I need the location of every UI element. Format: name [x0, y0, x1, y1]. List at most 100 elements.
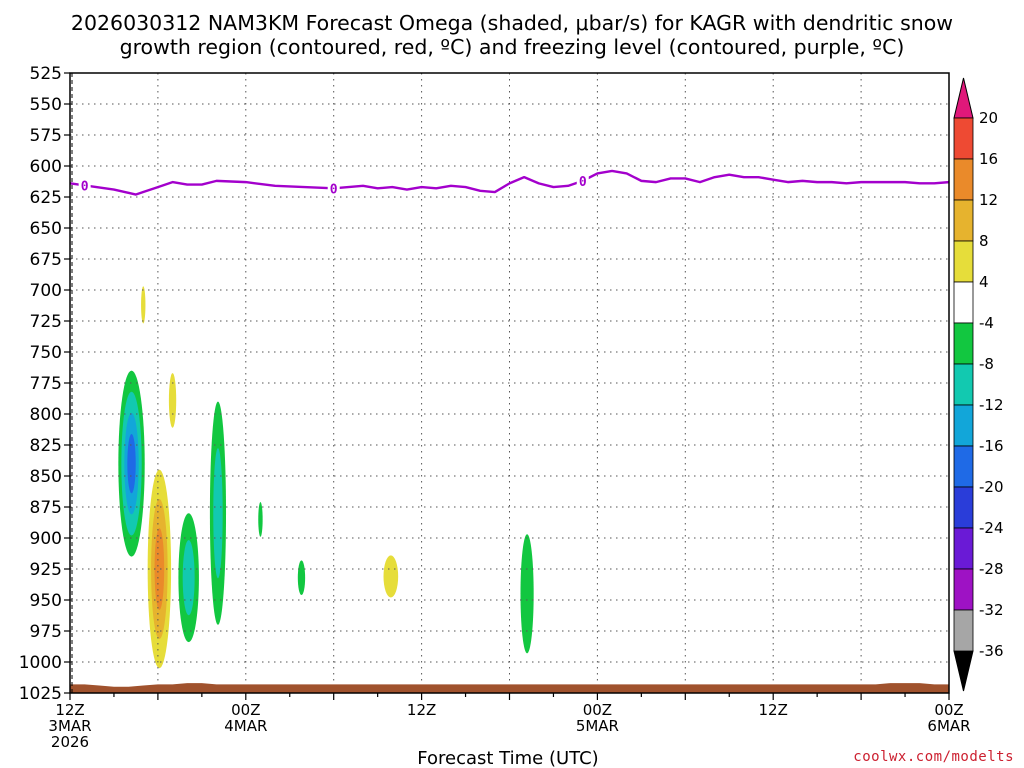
- colorbar-label: -32: [979, 601, 1004, 619]
- omega-feature-4: [209, 401, 227, 625]
- y-tick-label: 650: [30, 219, 62, 239]
- colorbar-label: 12: [979, 191, 998, 209]
- omega-contour-level: [141, 286, 146, 324]
- colorbar-bin: [953, 486, 974, 529]
- omega-contour-level: [520, 534, 534, 654]
- colorbar-label: -8: [979, 355, 994, 373]
- colorbar-label: -20: [979, 478, 1004, 496]
- freezing-level-label: 0: [330, 182, 338, 197]
- x-tick-label: 2026: [51, 733, 89, 751]
- x-tick-label: 6MAR: [927, 717, 970, 735]
- y-tick-label: 625: [30, 188, 62, 208]
- colorbar-label: 4: [979, 273, 989, 291]
- colorbar: 20 16 12 8 4 -4 -8 -12 -16 -20 -24 -28 -32 -36: [953, 77, 1004, 692]
- y-tick-label: 1025: [19, 684, 62, 704]
- omega-feature-9: [383, 555, 399, 598]
- terrain-fill: [70, 683, 949, 693]
- freezing-level-label: 0: [81, 179, 89, 194]
- freezing-level-label-bg: [576, 171, 589, 188]
- y-tick-label: 550: [30, 95, 62, 115]
- y-tick-label: 750: [30, 343, 62, 363]
- x-tick-label: 00Z: [934, 701, 963, 719]
- colorbar-label: 16: [979, 150, 998, 168]
- site-credit: coolwx.com/modelts: [853, 749, 1014, 765]
- colorbar-label: -12: [979, 396, 1004, 414]
- freezing-level-label-bg: [78, 176, 91, 193]
- y-tick-label: 525: [30, 64, 62, 84]
- omega-feature-6: [168, 373, 177, 428]
- freezing-level-layer: 0 0 0: [69, 169, 950, 197]
- plot-area: [70, 73, 949, 693]
- y-axis-ticks: 525 550 575 600 625 650 675 700 725 750 775 800 825 8…: [19, 64, 70, 704]
- colorbar-label: -16: [979, 437, 1004, 455]
- x-tick-label: 12Z: [407, 701, 436, 719]
- colorbar-bin: [953, 322, 974, 365]
- y-tick-label: 600: [30, 157, 62, 177]
- omega-feature-10: [520, 534, 534, 654]
- colorbar-bin: [953, 445, 974, 488]
- omega-contour-level: [127, 434, 136, 494]
- colorbar-label: -4: [979, 314, 994, 332]
- y-tick-label: 775: [30, 374, 62, 394]
- colorbar-bin: [953, 281, 974, 324]
- omega-contour-level: [297, 560, 306, 596]
- colorbar-label: 8: [979, 232, 989, 250]
- omega-feature-8: [297, 560, 306, 596]
- omega-feature-5: [141, 286, 146, 324]
- omega-contour-level: [383, 555, 399, 598]
- x-tick-label: 12Z: [55, 701, 84, 719]
- gridlines: [69, 72, 950, 694]
- y-tick-label: 925: [30, 560, 62, 580]
- omega-contour-level: [213, 448, 223, 579]
- y-tick-label: 675: [30, 250, 62, 270]
- y-tick-label: 725: [30, 312, 62, 332]
- omega-feature-2: [147, 469, 172, 669]
- omega-feature-7: [258, 502, 263, 537]
- x-tick-label: 00Z: [231, 701, 260, 719]
- x-tick-label: 3MAR: [48, 717, 91, 735]
- x-tick-label: 12Z: [759, 701, 788, 719]
- colorbar-bin: [953, 568, 974, 611]
- chart-title-line-2: growth region (contoured, red, ºC) and f…: [120, 35, 905, 59]
- colorbar-top-arrow: [953, 77, 974, 119]
- y-tick-label: 700: [30, 281, 62, 301]
- y-tick-label: 825: [30, 436, 62, 456]
- omega-contour-level: [258, 502, 263, 537]
- colorbar-label: -28: [979, 560, 1004, 578]
- y-tick-label: 850: [30, 467, 62, 487]
- x-axis-label: Forecast Time (UTC): [417, 748, 598, 768]
- x-tick-label: 5MAR: [576, 717, 619, 735]
- omega-shading-layer: [118, 286, 534, 669]
- colorbar-bin: [953, 158, 974, 201]
- y-tick-label: 900: [30, 529, 62, 549]
- colorbar-label: -24: [979, 519, 1004, 537]
- omega-contour-level: [154, 528, 165, 610]
- colorbar-label: 20: [979, 109, 998, 127]
- freezing-level-line: [69, 169, 950, 196]
- omega-contour-level: [168, 373, 177, 428]
- freezing-level-label-bg: [327, 179, 340, 196]
- omega-contour-level: [182, 540, 195, 616]
- colorbar-bin: [953, 363, 974, 406]
- chart-title-line-1: 2026030312 NAM3KM Forecast Omega (shaded…: [71, 11, 953, 35]
- plot-background: [70, 73, 949, 693]
- y-tick-label: 875: [30, 498, 62, 518]
- terrain-layer: [70, 683, 949, 693]
- omega-feature-3: [178, 513, 199, 643]
- colorbar-bottom-arrow: [953, 650, 974, 692]
- y-tick-label: 950: [30, 591, 62, 611]
- colorbar-bin: [953, 199, 974, 242]
- colorbar-bin: [953, 117, 974, 160]
- y-tick-label: 1000: [19, 653, 62, 673]
- y-tick-label: 800: [30, 405, 62, 425]
- x-tick-label: 00Z: [583, 701, 612, 719]
- colorbar-label: -36: [979, 642, 1004, 660]
- colorbar-bin: [953, 404, 974, 447]
- colorbar-bin: [953, 527, 974, 570]
- omega-feature-1: [118, 370, 145, 557]
- freezing-level-label: 0: [579, 175, 587, 190]
- y-tick-label: 975: [30, 622, 62, 642]
- colorbar-bin: [953, 609, 974, 652]
